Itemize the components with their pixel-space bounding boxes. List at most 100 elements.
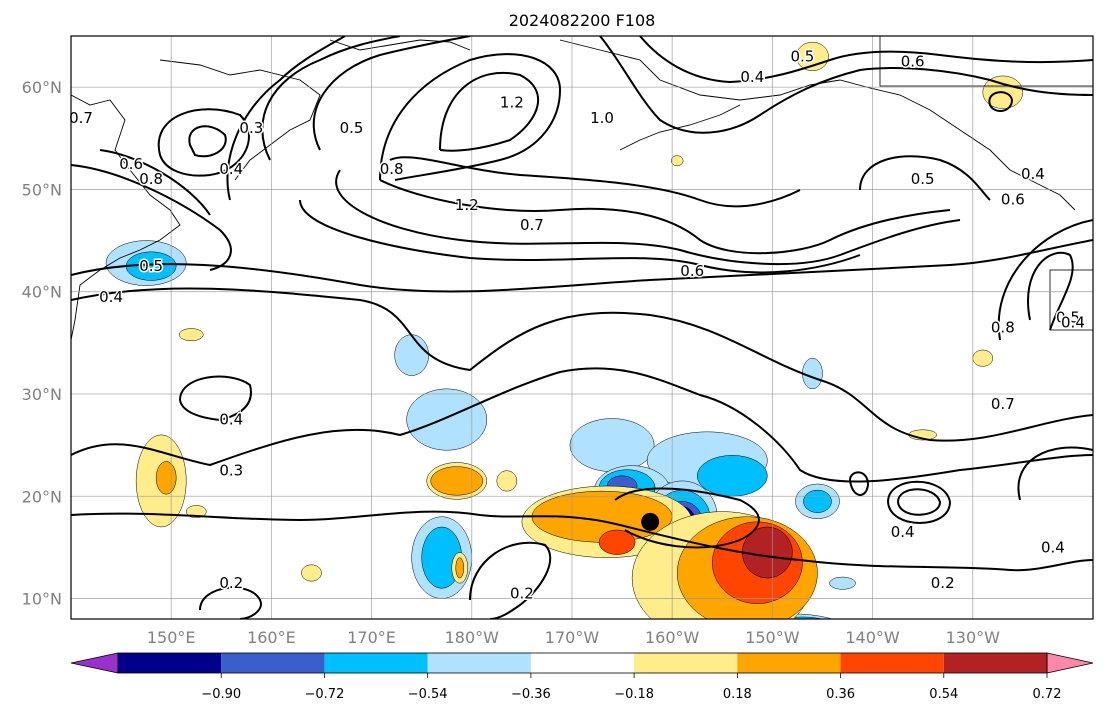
contour-label: 0.6 (1001, 191, 1025, 209)
colorbar-tick-label: −0.90 (201, 687, 241, 702)
contour-label: 0.4 (1041, 538, 1065, 556)
contour-line (379, 179, 951, 255)
colorbar-tick-label: 0.18 (723, 687, 752, 702)
contour-label: 0.4 (219, 160, 243, 178)
contour-label: 1.0 (590, 109, 614, 127)
anomaly-patch (972, 349, 994, 367)
anomaly-patch (569, 418, 655, 472)
lon-tick-label: 180°W (445, 628, 500, 647)
contour-label: 0.7 (520, 216, 544, 234)
contour-line (335, 169, 961, 266)
anomaly-patch (455, 557, 465, 579)
anomaly-patch (496, 470, 518, 492)
contour-label: 0.5 (139, 257, 163, 275)
lon-tick-label: 170°W (545, 628, 600, 647)
contour-line (897, 488, 942, 516)
contour-line (188, 125, 227, 158)
lon-tick-label: 160°E (247, 628, 296, 647)
contour-label: 0.5 (791, 47, 815, 65)
coastlines (71, 36, 1093, 341)
colorbar-segment (943, 653, 1047, 673)
colorbar-tick-label: −0.72 (305, 687, 345, 702)
anomaly-patch (802, 357, 823, 390)
contour-label: 0.4 (1021, 165, 1045, 183)
lat-tick-label: 60°N (22, 78, 62, 97)
contour-label: 0.2 (510, 584, 534, 602)
lat-tick-label: 40°N (22, 283, 62, 302)
anomaly-patch (696, 455, 768, 497)
contour-line (157, 108, 250, 177)
contour-label: 0.6 (680, 262, 704, 280)
lon-tick-label: 170°E (347, 628, 396, 647)
lon-tick-label: 140°W (845, 628, 900, 647)
lat-tick-label: 30°N (22, 385, 62, 404)
contour-line (226, 36, 346, 201)
latitude-labels: 10°N 20°N 30°N 40°N 50°N 60°N (22, 78, 62, 608)
colorbar-segment (324, 653, 428, 673)
contour-label: 0.3 (239, 119, 263, 137)
contour-label: 0.7 (69, 109, 93, 127)
contour-label: 0.5 (1056, 308, 1080, 326)
contour-line (199, 586, 262, 619)
colorbar-outline (117, 652, 1048, 674)
lon-tick-label: 150°W (745, 628, 800, 647)
contour-label: 0.6 (901, 53, 925, 71)
contour-line (299, 199, 861, 274)
contour-line (887, 480, 952, 524)
anomaly-patch (185, 505, 207, 518)
contour-label: 0.6 (119, 155, 143, 173)
contour-line (389, 156, 801, 208)
storm-center-marker (641, 512, 660, 531)
colorbar-segment (737, 653, 841, 673)
colorbar-tick-label: −0.36 (511, 687, 551, 702)
colorbar-tick-label: 0.72 (1033, 687, 1062, 702)
anomaly-patch (803, 489, 832, 513)
contour-line (439, 71, 539, 152)
colorbar-segment (840, 653, 944, 673)
contour-line (99, 149, 211, 216)
contour-line (312, 36, 471, 151)
contour-line (1027, 251, 1074, 331)
map-gridlines (71, 36, 1093, 619)
lon-tick-label: 160°W (645, 628, 700, 647)
contour-label: 0.4 (740, 68, 764, 86)
anomaly-patch (394, 334, 429, 376)
colorbar-segment (221, 653, 325, 673)
lon-tick-label: 150°E (147, 628, 196, 647)
contour-label: 0.3 (219, 462, 243, 480)
contour-label: 1.2 (500, 93, 524, 111)
colorbar-segment (530, 653, 635, 673)
contour-line (71, 239, 1093, 293)
coastline (619, 104, 741, 151)
contour-line (614, 487, 760, 549)
contour-label: 0.4 (1061, 313, 1085, 331)
colorbar-segment (427, 653, 531, 673)
contour-line (71, 367, 1093, 483)
anomaly-patch (178, 328, 204, 342)
contour-labels: 1.21.21.00.80.70.60.60.60.60.50.50.50.50… (68, 46, 1087, 604)
chart-title: 2024082200 F108 (509, 11, 656, 30)
longitude-labels: 150°E 160°E 170°E 180°W 170°W 160°W 150°W 140°W… (147, 628, 1000, 647)
contour-label: 0.8 (380, 160, 404, 178)
contour-label: 0.8 (139, 170, 163, 188)
lat-tick-label: 10°N (22, 590, 62, 609)
lon-tick-label: 130°W (946, 628, 1001, 647)
contour-line (261, 36, 401, 161)
colorbar-tick-label: −0.54 (408, 687, 448, 702)
contour-label: 0.8 (991, 319, 1015, 337)
contour-line (71, 287, 1093, 442)
contour-line (849, 471, 870, 496)
lat-tick-label: 20°N (22, 487, 62, 506)
colorbar: −0.90 −0.72 −0.54 −0.36 −0.18 0.18 0.36 0.54 0.7… (70, 652, 1094, 702)
colorbar-segment (634, 653, 738, 673)
coastline (329, 39, 471, 51)
contour-line (997, 219, 1093, 341)
contour-label: 1.2 (455, 196, 479, 214)
contour-label: 0.4 (99, 288, 123, 306)
contour-label: 0.2 (219, 574, 243, 592)
contour-line (469, 541, 552, 619)
contour-line (639, 36, 1093, 84)
contour-line (859, 155, 991, 201)
contour-label: 0.5 (911, 170, 935, 188)
